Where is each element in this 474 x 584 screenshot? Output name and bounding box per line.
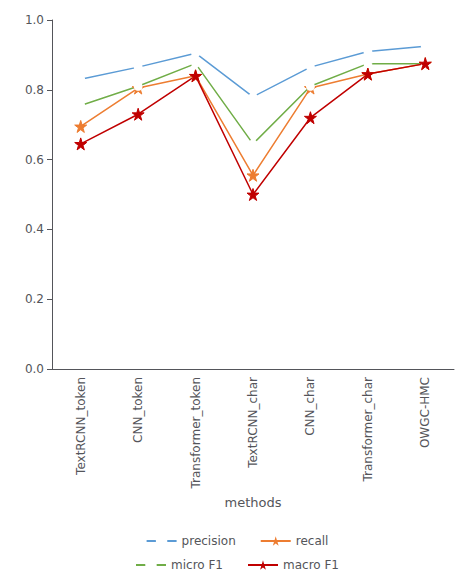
svg-text:0.4: 0.4 (25, 222, 44, 236)
svg-text:TextRCNN_token: TextRCNN_token (74, 377, 88, 476)
svg-text:Transformer_token: Transformer_token (189, 377, 203, 490)
svg-text:1.0: 1.0 (25, 13, 44, 27)
svg-text:0.6: 0.6 (25, 153, 44, 167)
svg-text:precision: precision (182, 534, 236, 548)
svg-text:methods: methods (225, 495, 282, 510)
svg-text:0.2: 0.2 (25, 292, 44, 306)
svg-text:0.0: 0.0 (25, 362, 44, 376)
svg-text:OWGC-HMC: OWGC-HMC (418, 377, 432, 448)
svg-text:CNN_char: CNN_char (303, 377, 317, 436)
svg-text:micro F1: micro F1 (171, 558, 223, 572)
svg-text:0.8: 0.8 (25, 83, 44, 97)
svg-text:CNN_token: CNN_token (131, 377, 145, 443)
svg-text:macro F1: macro F1 (283, 558, 339, 572)
svg-text:Transformer_char: Transformer_char (361, 377, 375, 483)
svg-text:recall: recall (296, 534, 329, 548)
svg-text:TextRCNN_char: TextRCNN_char (246, 377, 260, 469)
